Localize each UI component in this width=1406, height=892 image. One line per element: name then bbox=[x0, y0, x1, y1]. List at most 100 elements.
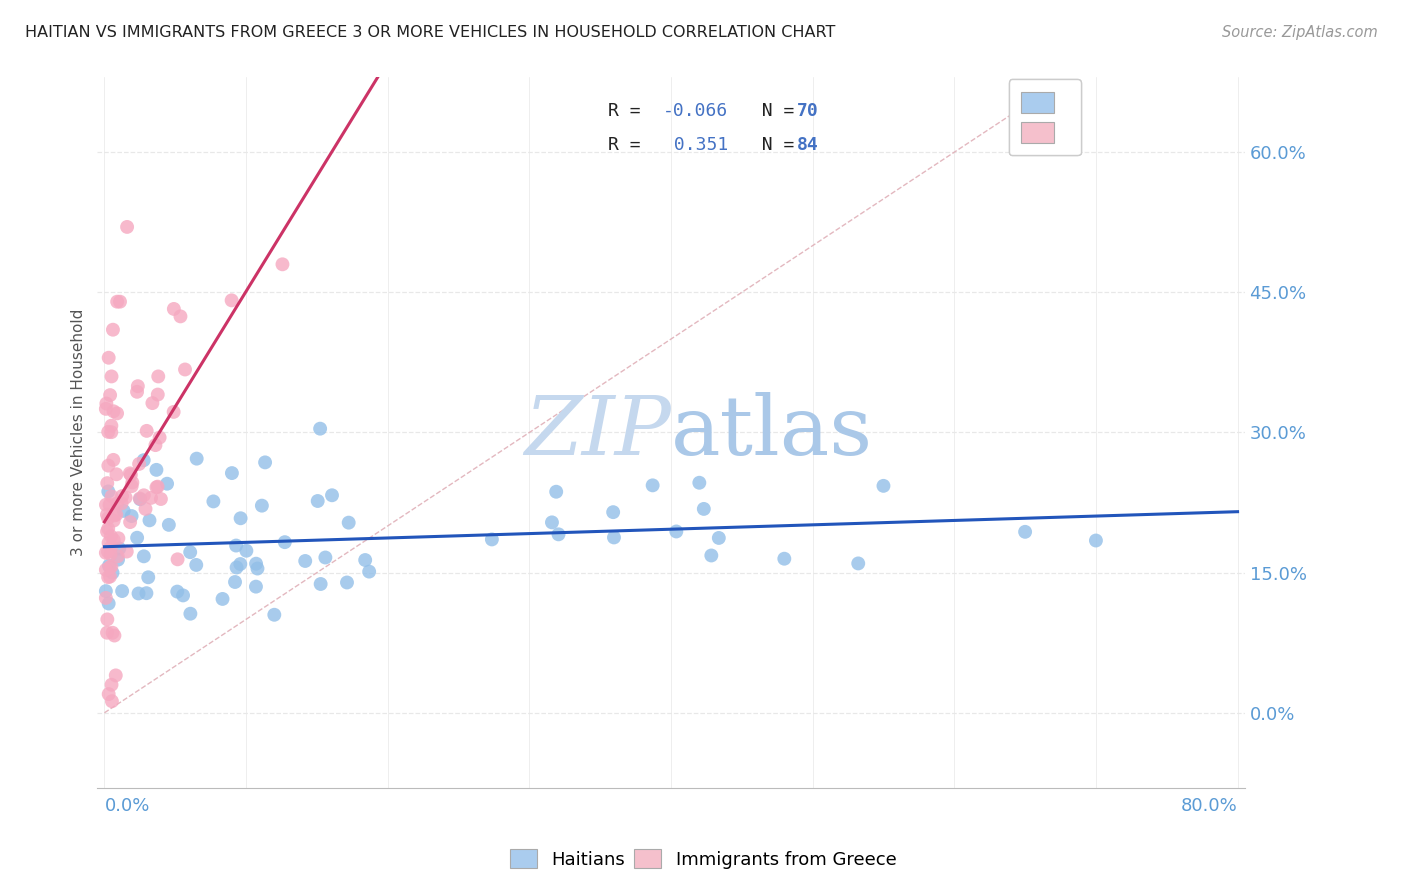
Point bbox=[134, 502, 156, 516]
Point bbox=[98, 569, 121, 583]
Point bbox=[139, 491, 162, 505]
Point bbox=[169, 310, 191, 324]
Point bbox=[100, 489, 122, 503]
Point bbox=[693, 502, 716, 516]
Point bbox=[135, 586, 157, 600]
Point bbox=[225, 539, 247, 553]
Point bbox=[128, 491, 150, 506]
Point bbox=[97, 522, 120, 536]
Point bbox=[97, 545, 120, 559]
Point bbox=[665, 524, 688, 539]
Point bbox=[163, 301, 186, 316]
Point bbox=[103, 514, 125, 528]
Point bbox=[97, 687, 120, 701]
Text: N =: N = bbox=[740, 103, 806, 120]
Point bbox=[110, 496, 132, 510]
Point bbox=[121, 479, 143, 493]
Text: atlas: atlas bbox=[671, 392, 873, 473]
Point bbox=[97, 458, 120, 473]
Point bbox=[135, 424, 157, 438]
Point bbox=[224, 574, 246, 589]
Point bbox=[148, 369, 170, 384]
Point bbox=[271, 257, 294, 271]
Point bbox=[166, 584, 188, 599]
Point bbox=[128, 457, 150, 471]
Point bbox=[688, 475, 710, 490]
Point bbox=[112, 504, 135, 518]
Text: 0.0%: 0.0% bbox=[104, 797, 150, 815]
Point bbox=[111, 584, 134, 599]
Point bbox=[700, 549, 723, 563]
Point bbox=[547, 527, 569, 541]
Point bbox=[541, 516, 564, 530]
Point bbox=[156, 476, 179, 491]
Point bbox=[94, 591, 117, 605]
Point bbox=[103, 508, 125, 523]
Point bbox=[105, 508, 128, 522]
Point bbox=[103, 628, 125, 642]
Point bbox=[179, 607, 201, 621]
Point bbox=[132, 549, 155, 564]
Point bbox=[274, 535, 297, 549]
Point bbox=[100, 529, 122, 543]
Point bbox=[603, 531, 626, 545]
Point bbox=[115, 544, 138, 558]
Point bbox=[97, 351, 120, 365]
Point bbox=[98, 388, 121, 402]
Point bbox=[1084, 533, 1107, 548]
Point bbox=[96, 612, 118, 626]
Point bbox=[94, 563, 117, 577]
Point bbox=[94, 584, 117, 599]
Text: R =: R = bbox=[607, 136, 651, 153]
Point bbox=[337, 516, 360, 530]
Point bbox=[307, 494, 329, 508]
Point bbox=[229, 511, 252, 525]
Point bbox=[97, 597, 120, 611]
Point bbox=[149, 430, 172, 444]
Point bbox=[129, 492, 152, 507]
Point bbox=[138, 513, 160, 527]
Point bbox=[263, 607, 285, 622]
Text: Source: ZipAtlas.com: Source: ZipAtlas.com bbox=[1222, 25, 1378, 40]
Point bbox=[121, 509, 143, 524]
Point bbox=[100, 678, 122, 692]
Point bbox=[118, 467, 141, 481]
Point bbox=[96, 508, 118, 522]
Text: N =: N = bbox=[740, 136, 806, 153]
Point bbox=[314, 550, 336, 565]
Point bbox=[105, 406, 128, 420]
Text: 84: 84 bbox=[797, 136, 818, 153]
Point bbox=[145, 480, 167, 494]
Point bbox=[94, 401, 117, 416]
Point bbox=[98, 498, 121, 512]
Point bbox=[321, 488, 343, 502]
Point bbox=[245, 557, 267, 571]
Point bbox=[97, 484, 120, 499]
Text: 80.0%: 80.0% bbox=[1181, 797, 1237, 815]
Point bbox=[146, 387, 169, 401]
Point bbox=[121, 475, 143, 490]
Point bbox=[294, 554, 316, 568]
Point bbox=[97, 558, 120, 573]
Text: HAITIAN VS IMMIGRANTS FROM GREECE 3 OR MORE VEHICLES IN HOUSEHOLD CORRELATION CH: HAITIAN VS IMMIGRANTS FROM GREECE 3 OR M… bbox=[25, 25, 835, 40]
Point bbox=[120, 467, 142, 482]
Point bbox=[872, 479, 894, 493]
Point bbox=[163, 405, 186, 419]
Point bbox=[141, 396, 163, 410]
Point bbox=[309, 577, 332, 591]
Point bbox=[97, 536, 120, 550]
Y-axis label: 3 or more Vehicles in Household: 3 or more Vehicles in Household bbox=[72, 309, 86, 557]
Point bbox=[172, 589, 194, 603]
Point bbox=[1014, 524, 1036, 539]
Point bbox=[96, 396, 118, 410]
Legend: , : , bbox=[1008, 79, 1081, 155]
Point bbox=[105, 467, 128, 482]
Point bbox=[221, 293, 243, 308]
Point bbox=[103, 404, 125, 418]
Point bbox=[100, 425, 122, 439]
Point bbox=[97, 570, 120, 584]
Point bbox=[103, 533, 125, 547]
Point bbox=[354, 553, 377, 567]
Point bbox=[107, 531, 129, 545]
Point bbox=[125, 384, 148, 399]
